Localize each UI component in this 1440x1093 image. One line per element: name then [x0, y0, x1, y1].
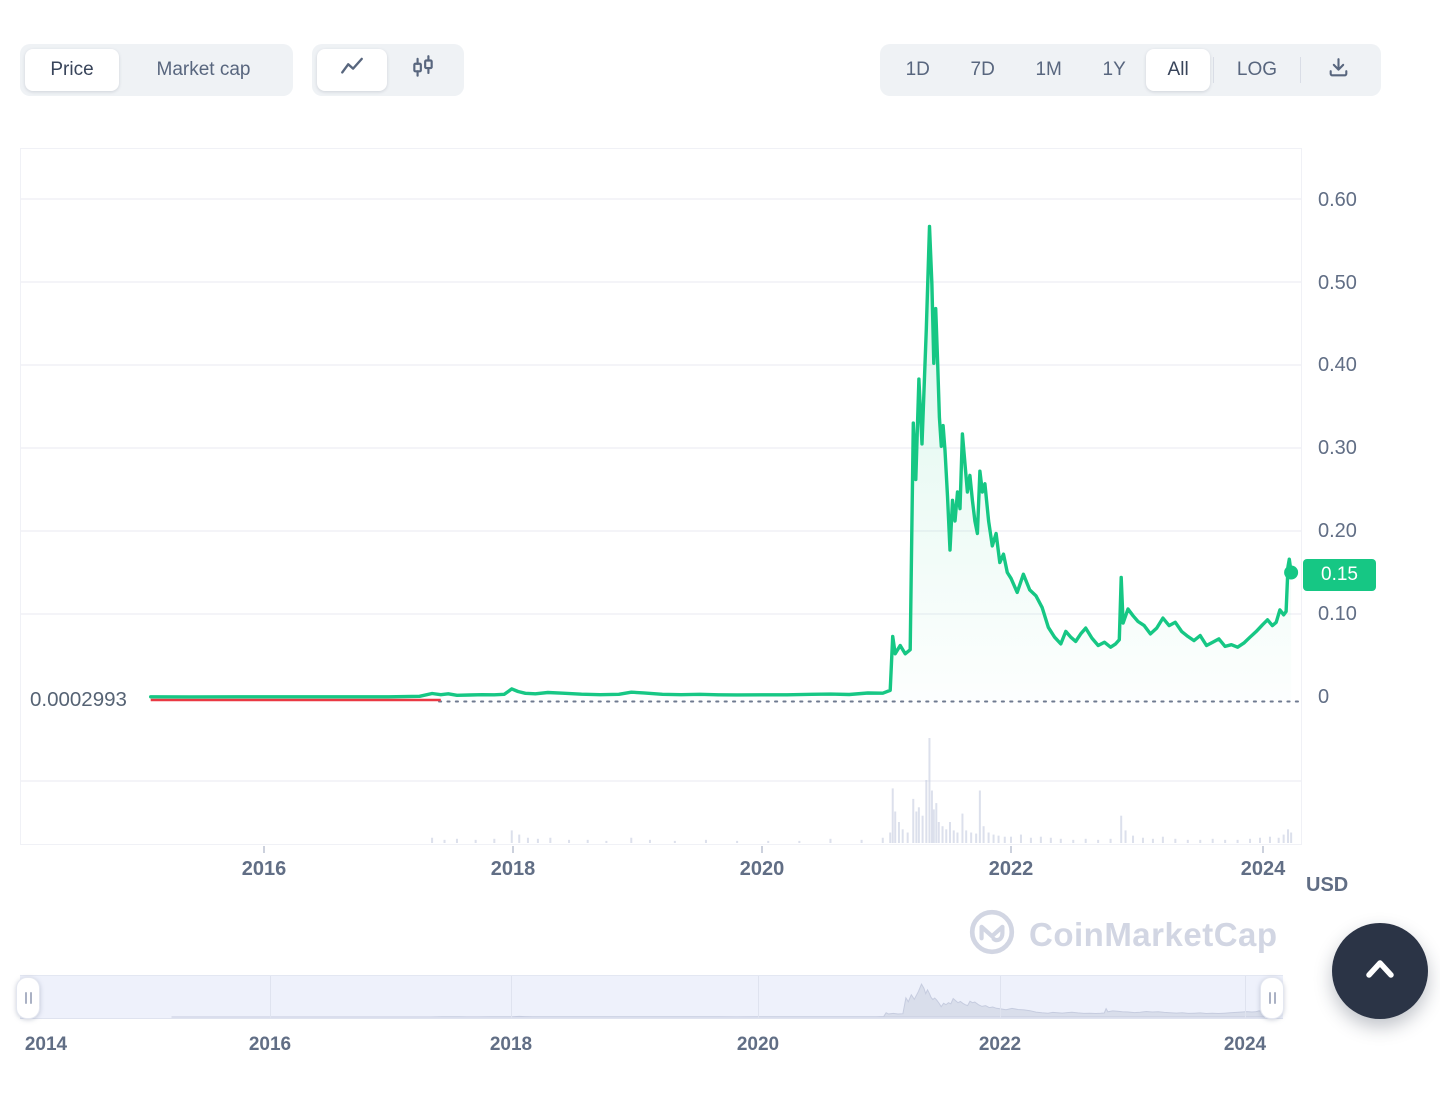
log-scale-button[interactable]: LOG: [1214, 49, 1299, 91]
range-1y-button[interactable]: 1Y: [1082, 49, 1145, 91]
coinmarketcap-logo-icon: [967, 907, 1017, 962]
range-1m-label: 1M: [1035, 59, 1062, 80]
y-axis-tick-040: 0.40: [1318, 354, 1357, 376]
candlestick-icon: [410, 54, 436, 86]
chart-type-toggle-group: [312, 44, 464, 96]
scrubber-year-divider: [1245, 976, 1246, 1018]
range-1d-label: 1D: [905, 59, 930, 80]
range-1d-button[interactable]: 1D: [885, 49, 950, 91]
x-axis-tick: [1010, 846, 1012, 853]
line-chart-icon: [339, 54, 365, 86]
price-toggle-label: Price: [50, 59, 94, 80]
current-price-badge: 0.15: [1303, 559, 1376, 591]
scrubber-label-2016: 2016: [248, 1034, 292, 1055]
toolbar-divider: [1213, 57, 1215, 83]
scrubber-right-handle[interactable]: [1260, 977, 1284, 1019]
x-axis-label-2016: 2016: [241, 858, 287, 880]
y-axis-tick-030: 0.30: [1318, 437, 1357, 459]
market-cap-toggle-label: Market cap: [156, 59, 251, 80]
range-1y-label: 1Y: [1102, 59, 1126, 80]
scrubber-year-divider: [511, 976, 512, 1018]
range-7d-label: 7D: [970, 59, 995, 80]
y-axis-tick-060: 0.60: [1318, 189, 1357, 211]
scrubber-label-2022: 2022: [978, 1034, 1022, 1055]
x-axis-tick: [761, 846, 763, 853]
scrubber-mini-chart-svg: [171, 982, 1271, 1018]
download-chart-button[interactable]: [1301, 49, 1376, 91]
metric-toggle-group: Price Market cap: [20, 44, 293, 96]
market-cap-toggle-button[interactable]: Market cap: [119, 49, 288, 91]
watermark-text: CoinMarketCap: [1029, 915, 1278, 953]
y-axis-tick-0: 0: [1318, 686, 1330, 708]
scrubber-year-divider: [758, 976, 759, 1018]
x-axis-tick: [512, 846, 514, 853]
line-chart-type-button[interactable]: [317, 49, 387, 91]
x-axis-tick: [1262, 846, 1264, 853]
range-1m-button[interactable]: 1M: [1015, 49, 1082, 91]
range-all-button[interactable]: All: [1145, 49, 1211, 91]
currency-unit-label: USD: [1306, 874, 1349, 896]
scrubber-year-divider: [1000, 976, 1001, 1018]
scroll-to-top-button[interactable]: [1332, 923, 1428, 1019]
scrubber-label-2018: 2018: [489, 1034, 533, 1055]
baseline-price-label: 0.0002993: [30, 688, 127, 711]
price-line-chart-svg: [21, 198, 1301, 843]
x-axis-label-2020: 2020: [739, 858, 785, 880]
range-all-label: All: [1167, 59, 1189, 80]
chevron-up-icon: [1357, 946, 1403, 997]
y-axis-tick-010: 0.10: [1318, 603, 1357, 625]
scrubber-label-2024: 2024: [1223, 1034, 1267, 1055]
price-toggle-button[interactable]: Price: [25, 49, 119, 91]
price-chart-area[interactable]: CoinMarketCap: [20, 148, 1302, 955]
scrubber-year-divider: [270, 976, 271, 1018]
x-axis-label-2024: 2024: [1240, 858, 1286, 880]
toolbar-divider: [1299, 57, 1301, 83]
coinmarketcap-watermark: CoinMarketCap: [967, 907, 1278, 962]
log-scale-label: LOG: [1236, 59, 1278, 80]
y-axis-tick-050: 0.50: [1318, 272, 1357, 294]
scrubber-label-2020: 2020: [736, 1034, 780, 1055]
time-range-group: 1D 7D 1M 1Y All LOG: [880, 44, 1381, 96]
x-axis-label-2022: 2022: [988, 858, 1034, 880]
scrubber-label-2014: 2014: [24, 1034, 68, 1055]
timeline-scrubber[interactable]: [16, 975, 1284, 1019]
download-icon: [1326, 55, 1351, 86]
x-axis-tick: [263, 846, 265, 853]
y-axis-tick-020: 0.20: [1318, 520, 1357, 542]
range-7d-button[interactable]: 7D: [950, 49, 1014, 91]
candlestick-chart-type-button[interactable]: [387, 49, 459, 91]
x-axis-label-2018: 2018: [490, 858, 536, 880]
scrubber-left-handle[interactable]: [16, 977, 40, 1019]
